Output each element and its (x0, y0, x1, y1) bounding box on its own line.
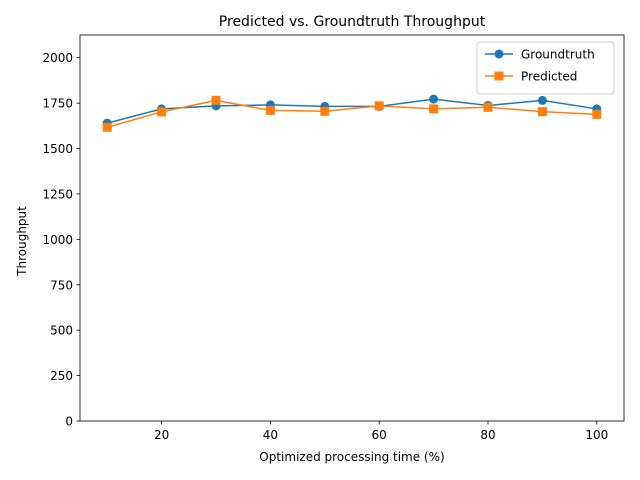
y-tick-label: 1000 (42, 233, 73, 247)
x-tick-label: 80 (480, 428, 495, 442)
data-point-predicted (374, 101, 384, 111)
legend-marker-predicted (494, 71, 504, 81)
chart-title: Predicted vs. Groundtruth Throughput (219, 14, 486, 30)
data-point-predicted (537, 107, 547, 117)
data-point-predicted (265, 105, 275, 115)
legend-label-groundtruth: Groundtruth (521, 48, 595, 62)
legend-label-predicted: Predicted (521, 70, 577, 84)
data-point-predicted (483, 102, 493, 112)
x-axis-label: Optimized processing time (%) (259, 450, 444, 464)
legend-box (476, 41, 615, 95)
x-tick-label: 40 (263, 428, 278, 442)
data-point-groundtruth (429, 94, 439, 104)
y-tick-label: 1500 (42, 142, 73, 156)
plot-area (102, 94, 602, 132)
y-tick-label: 1750 (42, 97, 73, 111)
x-tick-label: 100 (585, 428, 608, 442)
x-tick-label: 20 (154, 428, 169, 442)
data-point-predicted (157, 107, 167, 117)
data-point-predicted (320, 106, 330, 116)
y-tick-label: 500 (50, 324, 73, 338)
legend-marker-groundtruth (494, 49, 504, 59)
series-line-predicted (106, 99, 597, 129)
data-point-predicted (429, 104, 439, 114)
y-tick-label: 1250 (42, 187, 73, 201)
y-tick-label: 750 (50, 278, 73, 292)
axes: 20 40 60 80 10002505007501000125015001750200… (42, 34, 625, 442)
data-point-groundtruth (537, 95, 547, 105)
series-line-groundtruth (107, 98, 597, 124)
y-tick-label: 0 (65, 415, 73, 429)
legend: Groundtruth Predicted (476, 41, 615, 95)
axes-frame (79, 34, 625, 422)
y-tick-label: 2000 (42, 51, 73, 65)
y-tick-label: 250 (50, 369, 73, 383)
x-tick-label: 60 (372, 428, 387, 442)
data-point-predicted (592, 109, 602, 119)
data-point-predicted (102, 122, 112, 132)
data-point-predicted (211, 95, 221, 105)
y-axis-label: Throughput (15, 206, 29, 277)
